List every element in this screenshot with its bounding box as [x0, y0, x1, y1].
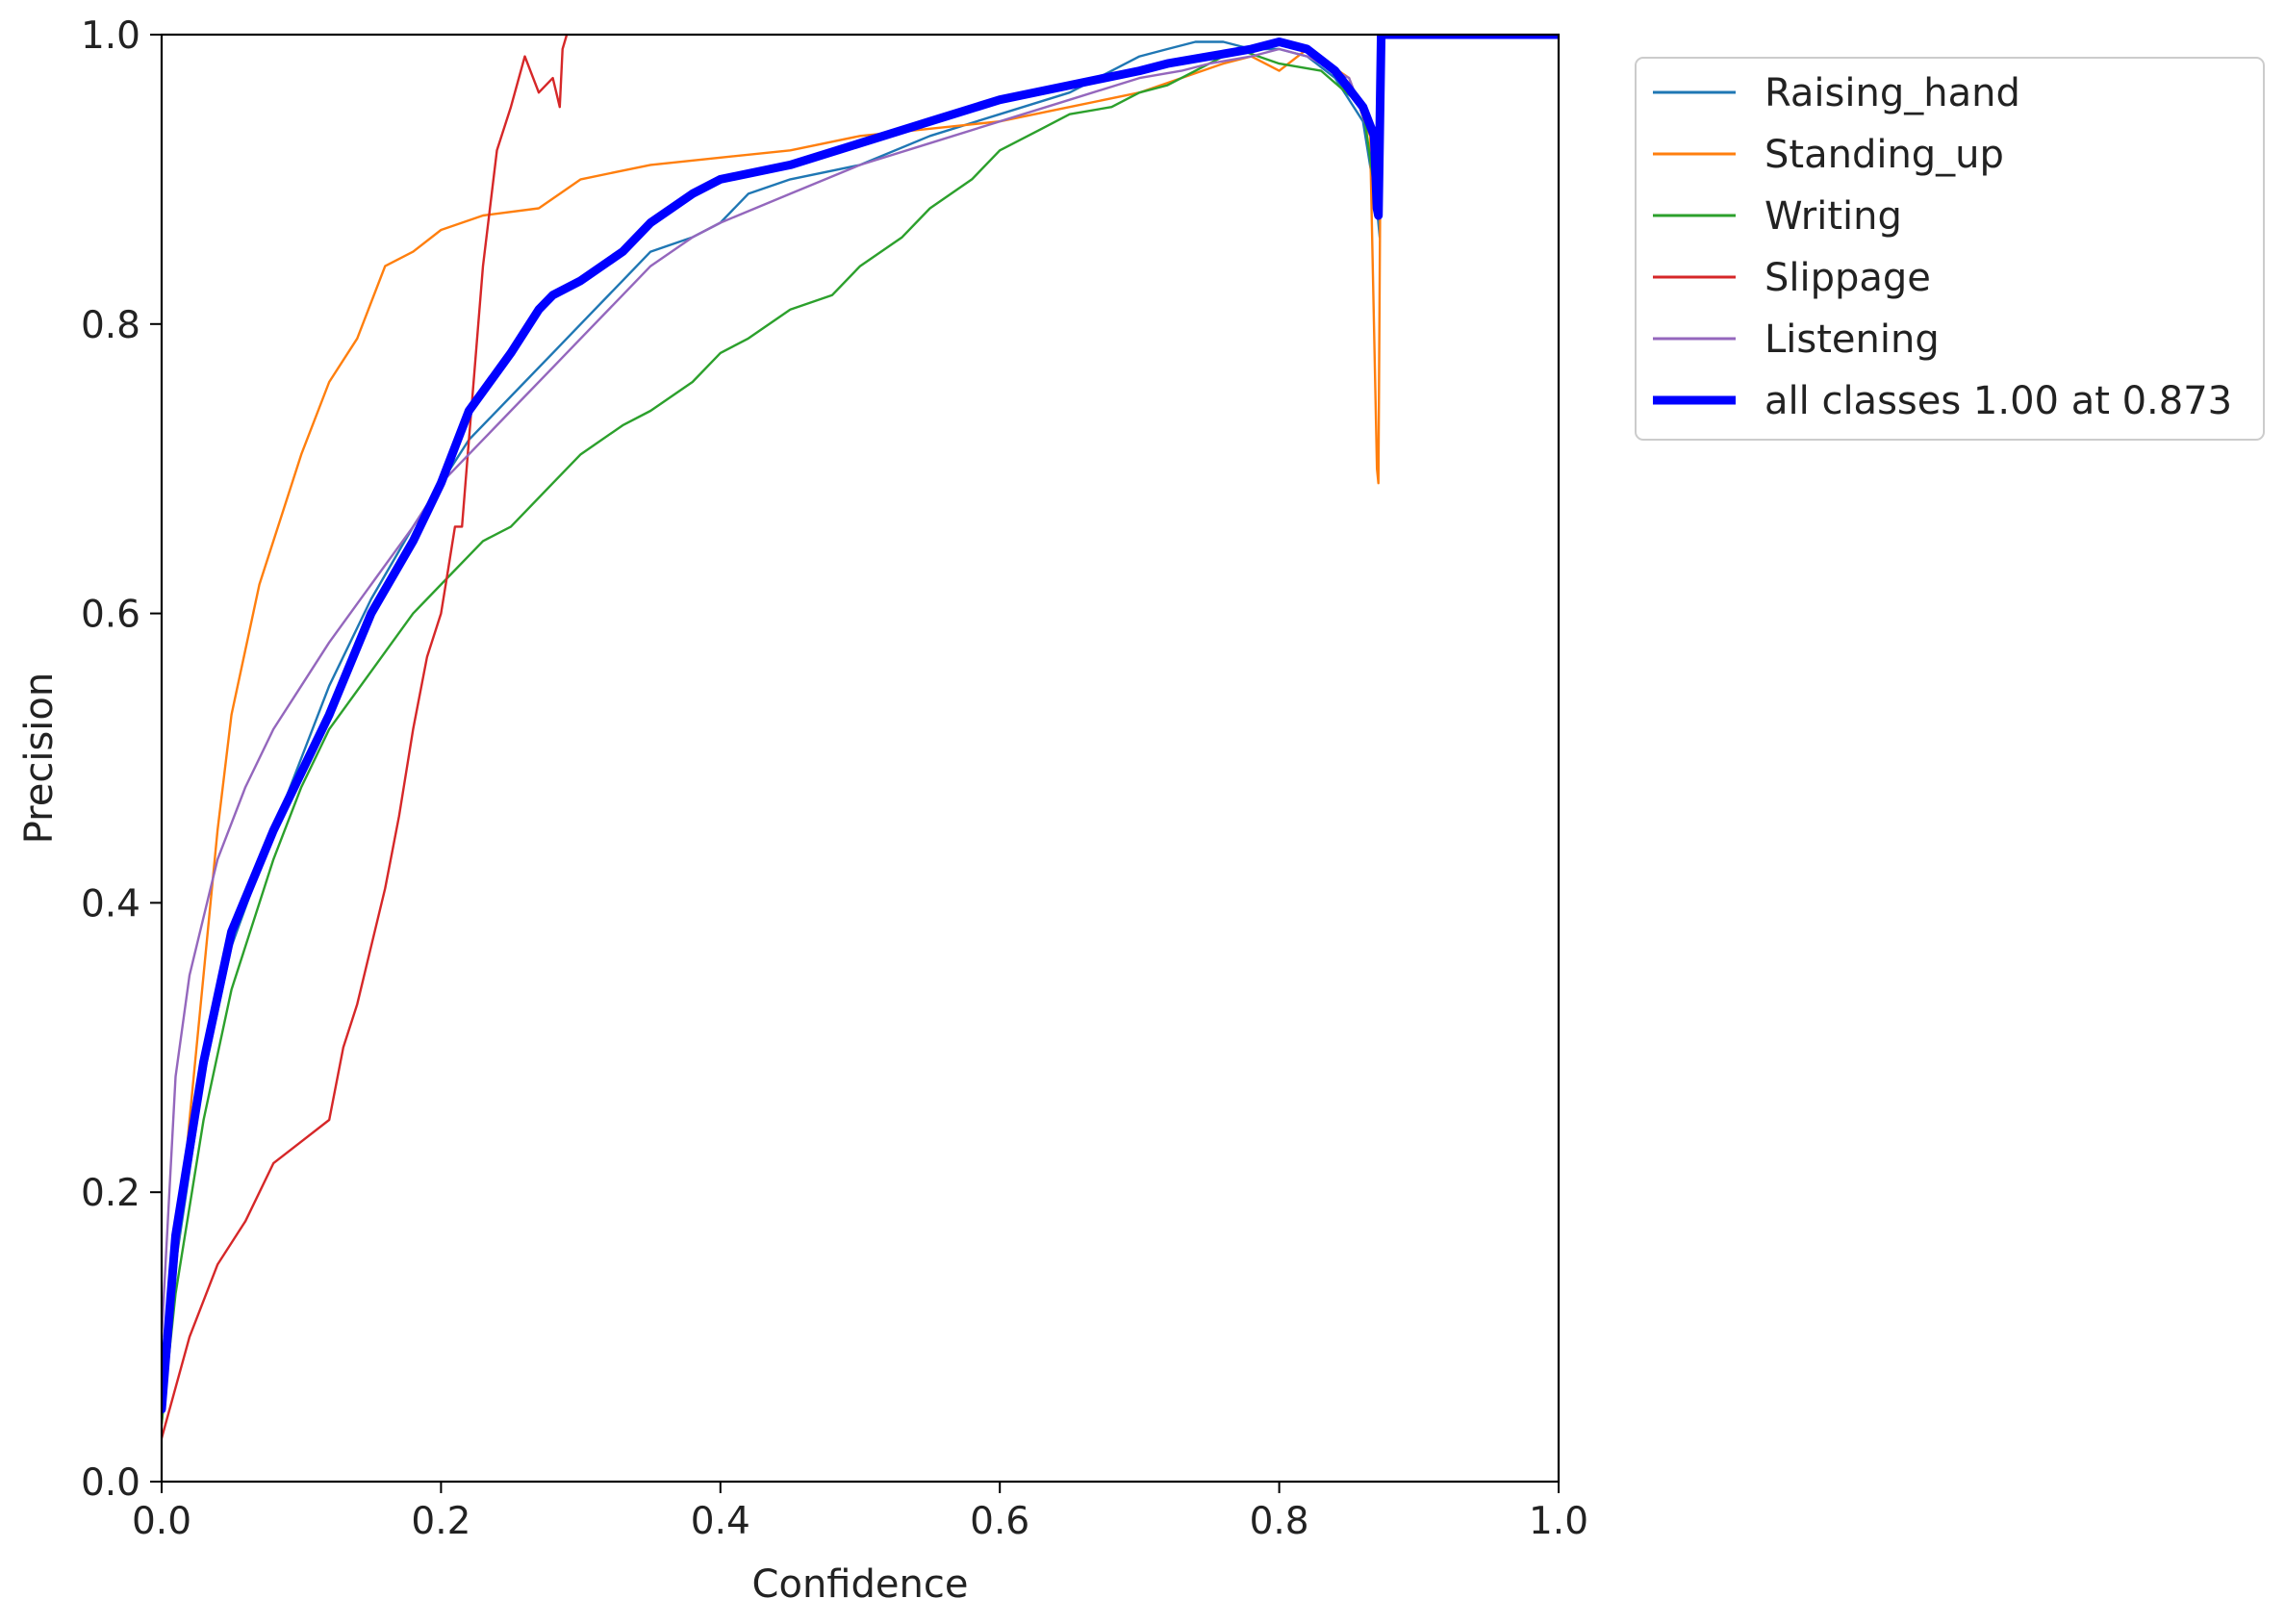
- x-axis-title: Confidence: [752, 1562, 969, 1607]
- legend-label: Writing: [1765, 194, 1902, 239]
- y-tick-label: 0.0: [81, 1461, 140, 1505]
- y-axis: 0.0 0.2 0.4 0.6 0.8 1.0: [81, 14, 162, 1505]
- x-tick-label: 0.2: [411, 1500, 470, 1543]
- x-tick-label: 0.8: [1250, 1500, 1309, 1543]
- y-tick-label: 0.6: [81, 594, 140, 637]
- legend-label: Listening: [1765, 317, 1940, 362]
- x-axis: 0.0 0.2 0.4 0.6 0.8 1.0: [132, 1482, 1588, 1543]
- legend: Raising_hand Standing_up Writing Slippage Li…: [1635, 57, 2265, 441]
- series-layer: [162, 35, 1559, 1440]
- y-axis-title: Precision: [17, 672, 62, 844]
- x-tick-label: 0.4: [691, 1500, 750, 1543]
- x-tick-label: 0.0: [132, 1500, 191, 1543]
- y-tick-label: 0.8: [81, 304, 140, 347]
- y-tick-label: 0.4: [81, 882, 140, 926]
- legend-label: Slippage: [1765, 256, 1931, 300]
- series-line-listening: [162, 35, 1559, 1338]
- x-tick-label: 0.6: [970, 1500, 1029, 1543]
- legend-label: Standing_up: [1765, 133, 2004, 177]
- y-tick-label: 0.2: [81, 1172, 140, 1215]
- series-line-slippage: [162, 35, 569, 1440]
- series-line-all-classes-1-00-at-0-873: [162, 35, 1559, 1414]
- plot-frame: [160, 33, 1561, 1484]
- legend-label: Raising_hand: [1765, 71, 2020, 115]
- legend-label: all classes 1.00 at 0.873: [1765, 379, 2232, 423]
- legend-box: [1635, 57, 2265, 441]
- y-tick-label: 1.0: [81, 14, 140, 58]
- x-tick-label: 1.0: [1529, 1500, 1588, 1543]
